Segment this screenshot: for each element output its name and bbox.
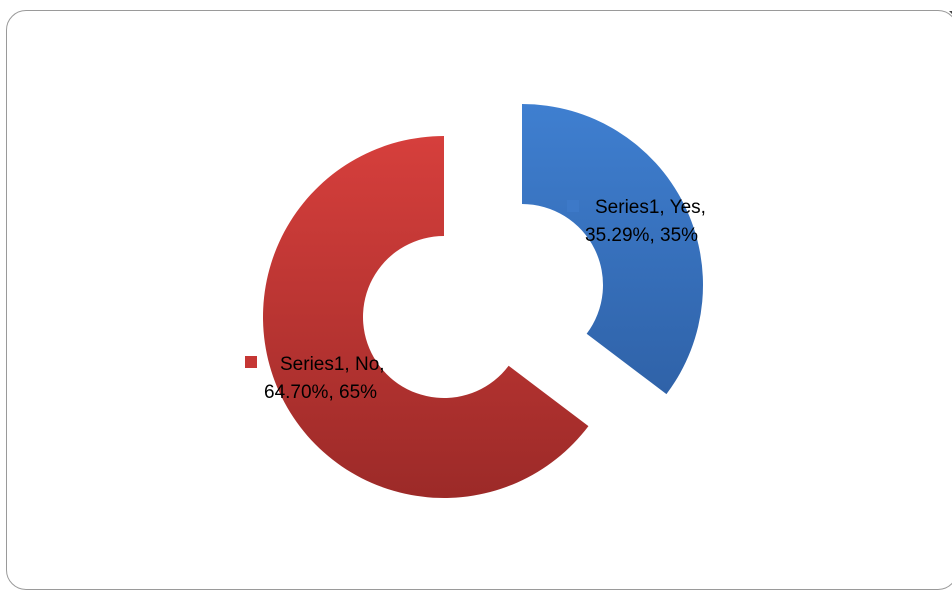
- corner-marker: [949, 11, 952, 19]
- data-label-no: Series1, No, 64.70%, 65%: [245, 354, 385, 403]
- data-label-yes: Series1, Yes, 35.29%, 35%: [567, 197, 706, 246]
- legend-key-no: [245, 356, 257, 368]
- donut-slice-no: [263, 136, 589, 498]
- donut-slices: [263, 104, 703, 498]
- donut-slice-yes: [522, 104, 703, 395]
- data-label-line1: Series1, Yes,: [595, 197, 706, 218]
- data-label-line2: 64.70%, 65%: [264, 382, 377, 403]
- data-label-line2: 35.29%, 35%: [585, 225, 698, 246]
- data-labels: Series1, Yes, 35.29%, 35% Series1, No, 64.7…: [245, 197, 706, 403]
- data-label-line1: Series1, No,: [280, 354, 385, 375]
- legend-key-yes: [567, 200, 579, 212]
